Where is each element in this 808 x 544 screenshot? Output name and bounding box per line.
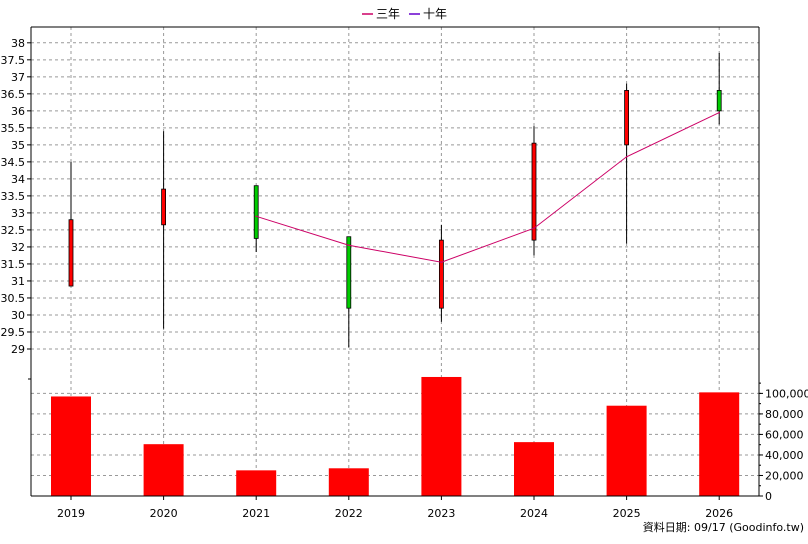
- price-tick-label: 31: [11, 275, 25, 288]
- price-tick-label: 30: [11, 309, 25, 322]
- price-tick-label: 37.5: [1, 54, 26, 67]
- series-point: [625, 155, 628, 158]
- price-tick-label: 35: [11, 139, 25, 152]
- volume-bar: [143, 444, 184, 496]
- price-tick-label: 36: [11, 105, 25, 118]
- price-tick-label: 29.5: [1, 326, 26, 339]
- price-tick-label: 30.5: [1, 292, 26, 305]
- price-tick-label: 37: [11, 71, 25, 84]
- price-tick-label: 32: [11, 241, 25, 254]
- price-tick-label: 33: [11, 207, 25, 220]
- volume-bar: [51, 396, 91, 496]
- volume-tick-label: 40,000: [765, 449, 804, 462]
- category-label: 2019: [57, 507, 85, 520]
- series-point: [718, 111, 720, 114]
- category-label: 2025: [613, 507, 641, 520]
- category-label: 2020: [150, 507, 178, 520]
- volume-tick-label: 20,000: [765, 469, 804, 482]
- category-label: 2021: [242, 507, 270, 520]
- volume-bar: [699, 392, 740, 496]
- candle-body: [624, 90, 629, 146]
- price-tick-label: 32.5: [1, 224, 26, 237]
- candle-body: [438, 239, 444, 309]
- volume-bar: [236, 470, 277, 496]
- volume-bar: [606, 405, 647, 496]
- candle-body: [716, 90, 722, 112]
- price-tick-label: 31.5: [1, 258, 26, 271]
- series-point: [533, 227, 535, 230]
- volume-tick-label: 0: [765, 490, 772, 503]
- price-tick-label: 29: [11, 343, 25, 356]
- price-tick-label: 38: [11, 37, 25, 50]
- category-label: 2024: [520, 507, 548, 520]
- volume-tick-label: 80,000: [765, 408, 804, 421]
- volume-bar: [421, 376, 462, 496]
- volume-tick-label: 100,000: [765, 387, 808, 400]
- series-point: [440, 261, 443, 264]
- candle-body: [253, 185, 259, 239]
- price-tick-label: 35.5: [1, 122, 26, 135]
- category-label: 2022: [335, 507, 363, 520]
- candle-body: [346, 236, 352, 309]
- series-point: [255, 215, 257, 218]
- legend-label: 十年: [423, 7, 447, 21]
- source-footer: 資料日期: 09/17 (Goodinfo.tw): [643, 520, 804, 534]
- price-tick-label: 36.5: [1, 88, 26, 101]
- candle-body: [531, 142, 537, 241]
- series-line-0: [256, 112, 720, 263]
- series-point: [348, 244, 350, 247]
- price-tick-label: 34.5: [1, 156, 26, 169]
- price-tick-label: 34: [11, 173, 25, 186]
- volume-tick-label: 60,000: [765, 428, 804, 441]
- volume-bar: [514, 442, 554, 496]
- category-label: 2023: [427, 507, 455, 520]
- price-tick-label: 33.5: [1, 190, 26, 203]
- candle-body: [161, 188, 167, 226]
- candle-body: [68, 219, 74, 287]
- volume-bar: [328, 468, 369, 496]
- category-label: 2026: [705, 507, 733, 520]
- legend-label: 三年: [376, 7, 400, 21]
- plot-area: [31, 27, 759, 496]
